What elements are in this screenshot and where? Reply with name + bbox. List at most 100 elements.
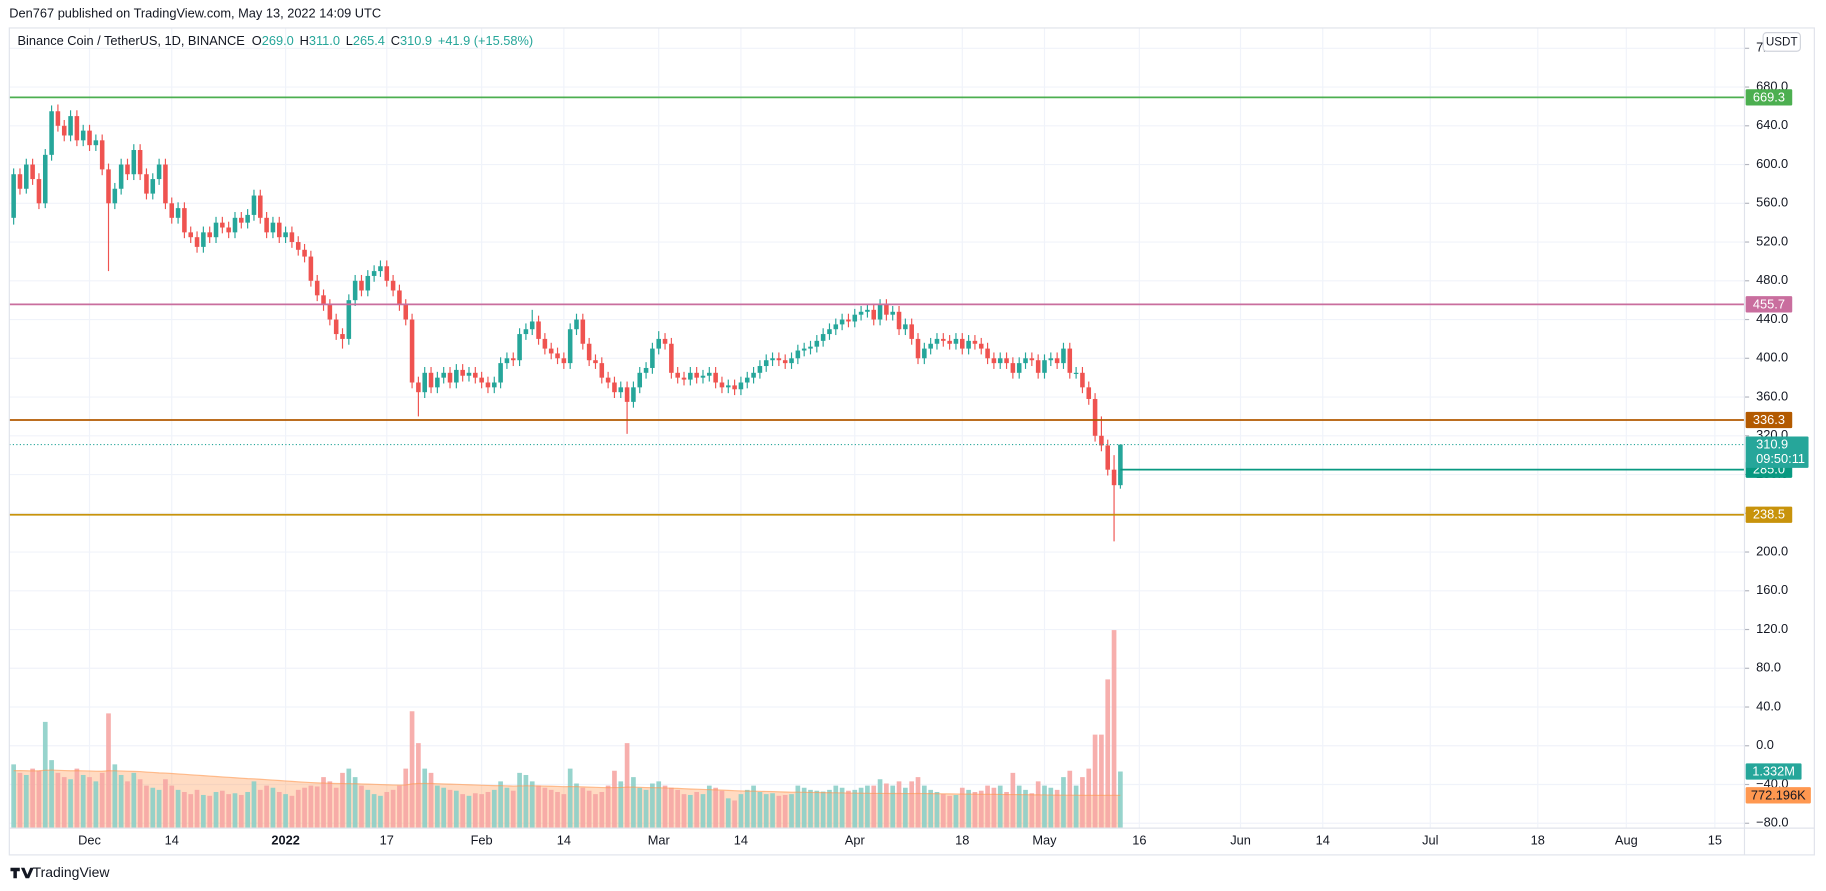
volume-bar: [940, 794, 946, 829]
candle-body: [1004, 358, 1009, 364]
volume-ma-label: 772.196K: [1751, 787, 1806, 802]
x-tick-label: 14: [734, 832, 748, 847]
volume-bar: [928, 789, 933, 829]
volume-bar: [536, 785, 541, 829]
currency-button[interactable]: USDT: [1762, 32, 1801, 52]
candle-body: [30, 164, 35, 180]
y-tick-label: 40.0: [1756, 698, 1781, 713]
candle-body: [529, 321, 535, 330]
volume-bar: [934, 791, 940, 829]
volume-bar: [251, 781, 257, 829]
candle-body: [384, 266, 390, 281]
volume-bar: [510, 790, 516, 829]
candle-body: [93, 140, 99, 146]
legend-symbol: Binance Coin / TetherUS, 1D, BINANCE: [17, 33, 244, 48]
candle-body: [201, 232, 206, 247]
volume-bar: [314, 786, 320, 829]
candle-body: [593, 360, 598, 364]
candle-body: [1023, 358, 1028, 364]
y-tick-label: 360.0: [1756, 388, 1788, 403]
candle-body: [68, 116, 73, 136]
volume-bar: [517, 772, 522, 829]
candle-body: [599, 363, 605, 378]
x-tick-label: 18: [1531, 832, 1545, 847]
candle-body: [808, 346, 813, 349]
volume-bar: [182, 791, 187, 829]
volume-bar: [567, 768, 573, 829]
candle-body: [36, 179, 42, 204]
volume-bar: [30, 768, 35, 829]
brand-name: TradingView: [33, 864, 111, 880]
candle-body: [11, 174, 16, 218]
volume-bar: [561, 794, 567, 829]
volume-bar: [1004, 791, 1009, 829]
volume-bar: [390, 789, 396, 829]
volume-bar: [378, 795, 383, 829]
candle-body: [435, 377, 440, 388]
volume-bar: [188, 794, 194, 829]
volume-bar: [763, 794, 769, 829]
volume-bar: [453, 790, 459, 829]
volume-bar: [725, 798, 731, 829]
volume-bar: [978, 790, 984, 829]
level-label-box: [1745, 506, 1793, 523]
candle-body: [884, 305, 889, 315]
volume-bar: [340, 772, 345, 829]
y-tick-label: −80.0: [1756, 815, 1788, 830]
volume-bar: [643, 789, 649, 829]
volume-pane: [11, 630, 1123, 829]
candle-body: [922, 348, 927, 359]
volume-bar: [384, 791, 390, 829]
candle-body: [738, 382, 744, 390]
volume-bar: [491, 789, 497, 829]
volume-bar: [650, 783, 655, 829]
candle-body: [688, 372, 693, 380]
currency-text[interactable]: USDT: [1766, 36, 1798, 49]
candle-body: [346, 300, 352, 339]
volume-bar: [687, 794, 693, 829]
candles: [11, 104, 1123, 542]
candle-body: [624, 387, 630, 402]
volume-bar: [580, 787, 586, 829]
candle-body: [726, 385, 731, 388]
candle-body: [978, 343, 984, 349]
volume-bar: [17, 772, 23, 829]
volume-bar: [1035, 781, 1041, 829]
candle-body: [321, 295, 326, 306]
brand-logo: [10, 867, 34, 879]
candle-body: [87, 130, 92, 146]
candle-body: [137, 150, 143, 175]
volume-bar: [776, 795, 782, 829]
candle-body: [1029, 358, 1035, 361]
price-labels: 669.3455.7336.3285.0238.5310.909:50:111.…: [1745, 89, 1811, 804]
volume-bar: [669, 787, 674, 829]
volume-bar: [953, 794, 959, 829]
volume-bar: [1111, 630, 1117, 829]
candle-body: [801, 348, 807, 351]
candle-body: [833, 324, 839, 330]
volume-bar: [814, 790, 820, 829]
volume-label: 1.332M: [1752, 763, 1795, 778]
volume-bar: [112, 764, 118, 829]
volume-bar: [61, 777, 67, 829]
x-tick-label: Jul: [1422, 832, 1438, 847]
candle-body: [359, 280, 364, 291]
volume-bar: [118, 774, 124, 829]
candle-body: [1010, 363, 1016, 373]
legend-key: H: [300, 33, 309, 48]
footer-brand: TradingView: [10, 864, 110, 880]
candle-body: [555, 353, 560, 359]
x-tick-label: 15: [1708, 832, 1722, 847]
volume-bar: [220, 790, 225, 829]
candle-body: [270, 222, 276, 233]
currency-button-box[interactable]: [1762, 32, 1801, 52]
candle-body: [416, 382, 421, 393]
volume-bar: [871, 785, 877, 829]
candle-body: [182, 208, 187, 233]
candle-body: [289, 232, 295, 243]
candle-body: [378, 266, 383, 272]
volume-bar: [125, 781, 130, 829]
volume-bar: [144, 785, 149, 829]
volume-bar: [80, 774, 86, 829]
candle-body: [1067, 348, 1073, 373]
